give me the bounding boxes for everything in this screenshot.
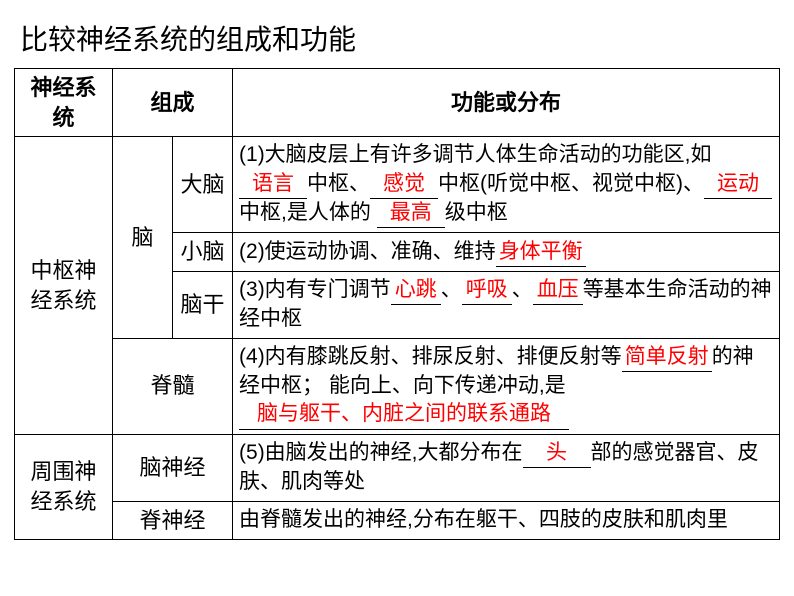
answer-yundong: 运动 [704, 170, 772, 199]
row-jishenjing: 脊神经 由脊髓发出的神经,分布在躯干、四肢的皮肤和肌肉里 [15, 501, 780, 540]
answer-tou: 头 [523, 439, 591, 468]
row-naoshenjing: 周围神经系统 脑神经 (5)由脑发出的神经,大都分布在头部的感觉器官、皮肤、肌肉… [15, 434, 780, 501]
cell-dabrain-desc: (1)大脑皮层上有许多调节人体生命活动的功能区,如语言中枢、感觉中枢(听觉中枢、… [233, 137, 780, 233]
cell-xiaobrain-label: 小脑 [173, 233, 233, 272]
answer-xueya: 血压 [533, 276, 583, 305]
answer-lianxitonglu: 脑与躯干、内脏之间的联系通路 [239, 400, 569, 429]
row-dabrain: 中枢神经系统 脑 大脑 (1)大脑皮层上有许多调节人体生命活动的功能区,如语言中… [15, 137, 780, 233]
header-row: 神经系统 组成 功能或分布 [15, 69, 780, 137]
header-system: 神经系统 [15, 69, 113, 137]
cell-jishenjing-desc: 由脊髓发出的神经,分布在躯干、四肢的皮肤和肌肉里 [233, 501, 780, 540]
answer-ganjue: 感觉 [370, 170, 438, 199]
answer-huxi: 呼吸 [462, 276, 512, 305]
header-composition: 组成 [113, 69, 233, 137]
comparison-table: 神经系统 组成 功能或分布 中枢神经系统 脑 大脑 (1)大脑皮层上有许多调节人… [14, 68, 780, 540]
cell-jishenjing-label: 脊神经 [113, 501, 233, 540]
cell-jisui-desc: (4)内有膝跳反射、排尿反射、排便反射等简单反射的神经中枢； 能向上、向下传递冲… [233, 338, 780, 434]
cell-peripheral: 周围神经系统 [15, 434, 113, 539]
header-function: 功能或分布 [233, 69, 780, 137]
answer-pingheng: 身体平衡 [496, 238, 586, 267]
cell-central: 中枢神经系统 [15, 137, 113, 434]
cell-dabrain-label: 大脑 [173, 137, 233, 233]
cell-naogan-desc: (3)内有专门调节心跳、呼吸、血压等基本生命活动的神经中枢 [233, 272, 780, 339]
cell-naoshenjing-label: 脑神经 [113, 434, 233, 501]
cell-naoshenjing-desc: (5)由脑发出的神经,大都分布在头部的感觉器官、皮肤、肌肉等处 [233, 434, 780, 501]
answer-zuigao: 最高 [377, 199, 445, 228]
page-title: 比较神经系统的组成和功能 [20, 18, 780, 58]
cell-jisui-label: 脊髓 [113, 338, 233, 434]
cell-xiaobrain-desc: (2)使运动协调、准确、维持身体平衡 [233, 233, 780, 272]
row-jisui: 脊髓 (4)内有膝跳反射、排尿反射、排便反射等简单反射的神经中枢； 能向上、向下… [15, 338, 780, 434]
cell-naogan-label: 脑干 [173, 272, 233, 339]
answer-jiandanfanshe: 简单反射 [622, 343, 712, 372]
answer-xintiao: 心跳 [391, 276, 441, 305]
cell-brain: 脑 [113, 137, 173, 338]
answer-yuyan: 语言 [239, 170, 307, 199]
